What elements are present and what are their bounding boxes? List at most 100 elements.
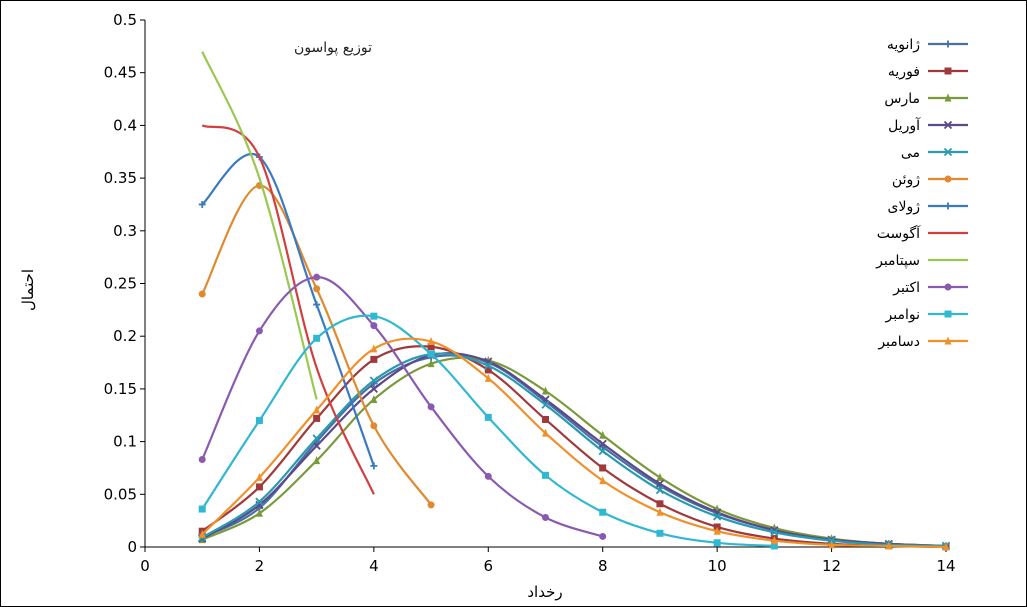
data-point (655, 485, 665, 495)
y-tick-label: 0.1 (113, 433, 137, 451)
data-point (713, 512, 722, 521)
data-point (599, 476, 607, 485)
data-point (713, 526, 721, 535)
data-point (599, 532, 607, 540)
data-point (542, 513, 549, 521)
legend-marker (944, 40, 952, 48)
data-point (656, 500, 664, 508)
x-tick-label: 2 (255, 557, 265, 575)
data-point (370, 394, 378, 403)
data-point (656, 507, 664, 516)
x-tick-label: 8 (598, 557, 608, 575)
data-point (427, 403, 435, 411)
series-group (201, 124, 375, 495)
y-tick-label: 0.2 (113, 327, 137, 345)
legend: ژانویه فوریه مارس آوریل می ژوئن ژولای آگوست سپتا… (875, 37, 968, 350)
data-point (427, 359, 435, 368)
legend-marker (944, 283, 952, 291)
x-axis-title: رخداد (527, 583, 562, 601)
series-group (198, 336, 950, 551)
y-tick-label: 0.5 (113, 11, 137, 29)
data-point (198, 200, 206, 208)
legend-label: اکتبر (892, 280, 920, 296)
data-point (255, 417, 263, 425)
x-tick-label: 4 (369, 557, 379, 575)
legend-label: فوریه (888, 64, 920, 80)
x-tick-label: 14 (936, 557, 955, 575)
data-point (942, 542, 950, 551)
data-point (313, 301, 321, 309)
data-point (198, 456, 206, 464)
data-point (255, 508, 263, 517)
data-point (542, 386, 549, 395)
data-point (255, 327, 263, 335)
data-point (599, 508, 607, 516)
series-line (201, 124, 375, 495)
y-tick-label: 0.15 (104, 380, 137, 398)
legend-label: سپتامبر (875, 253, 920, 269)
legend-label: ژانویه (887, 37, 920, 53)
data-point (542, 471, 549, 479)
legend-marker (944, 202, 952, 210)
y-axis-title: احتمال (19, 269, 37, 311)
data-point (198, 290, 206, 298)
data-point (313, 285, 321, 293)
data-point (369, 376, 378, 385)
legend-label: مارس (884, 91, 920, 107)
data-point (656, 472, 664, 481)
data-point (255, 472, 263, 481)
data-point (770, 542, 778, 550)
legend-marker (944, 175, 952, 183)
y-tick-label: 0.45 (104, 64, 137, 82)
legend-label: آوریل (888, 117, 921, 134)
data-point (885, 541, 893, 550)
y-tick-label: 0.35 (104, 169, 137, 187)
data-point (770, 536, 778, 545)
data-point (484, 472, 492, 480)
series-line (201, 356, 947, 548)
legend-label: ژوئن (892, 172, 920, 188)
data-point (599, 464, 607, 472)
data-point (542, 415, 549, 423)
data-point (370, 355, 378, 363)
data-point (255, 483, 263, 491)
legend-label: آگوست (877, 225, 921, 242)
data-point (313, 334, 321, 342)
data-point (427, 336, 435, 345)
data-point (369, 384, 378, 394)
data-point (655, 479, 665, 488)
y-tick-label: 0.3 (113, 222, 137, 240)
data-point (598, 439, 607, 448)
data-point (541, 400, 550, 409)
data-point (198, 529, 206, 538)
data-point (370, 322, 378, 330)
data-point (484, 361, 493, 370)
series-group (201, 51, 318, 400)
legend-label: ژولای (888, 199, 921, 215)
series-group (198, 312, 778, 550)
y-tick-label: 0.4 (113, 116, 137, 134)
legend-marker (944, 67, 952, 75)
data-point (313, 414, 321, 422)
x-tick-label: 6 (484, 557, 494, 575)
legend-marker (944, 93, 952, 102)
data-point (427, 350, 435, 358)
series-line (201, 153, 375, 467)
legend-marker (944, 310, 952, 318)
data-point (484, 373, 492, 382)
chart-title: توزیع پواسون (294, 40, 372, 56)
data-point (484, 413, 492, 421)
y-tick-label: 0.25 (104, 275, 137, 293)
data-point (828, 540, 836, 549)
data-point (484, 366, 492, 374)
legend-marker (943, 147, 953, 157)
legend-marker (944, 336, 952, 345)
series-line (201, 51, 318, 400)
series-group (198, 273, 607, 540)
legend-label: نوامبر (885, 307, 920, 323)
data-point (313, 273, 321, 281)
data-point (427, 501, 435, 509)
legend-marker (943, 120, 953, 130)
data-point (255, 497, 264, 506)
